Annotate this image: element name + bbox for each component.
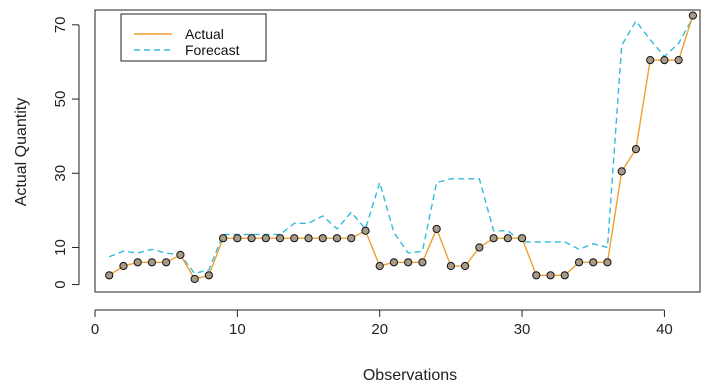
data-point-actual [147, 258, 157, 267]
data-point-actual [589, 258, 598, 267]
legend-label-actual: Actual [185, 26, 224, 42]
data-point-actual [361, 226, 370, 235]
data-point-actual [446, 261, 455, 271]
data-point-actual [219, 234, 228, 243]
x-tick-label: 40 [656, 321, 673, 338]
data-point-actual [574, 258, 584, 267]
data-point-actual [461, 261, 470, 271]
plot-frame [94, 9, 701, 293]
data-point-actual [560, 271, 569, 280]
data-point-actual [133, 258, 142, 267]
data-point-actual [204, 271, 213, 280]
data-point-actual [176, 250, 185, 259]
data-point-actual [546, 271, 555, 280]
data-point-actual [119, 261, 128, 271]
x-tick-label: 30 [514, 321, 531, 338]
data-point-actual [517, 234, 527, 243]
y-tick-label: 10 [52, 239, 69, 256]
legend-box [120, 13, 267, 62]
data-point-actual [275, 234, 285, 243]
data-point-actual [389, 258, 399, 267]
data-point-actual [631, 145, 641, 154]
data-point-actual [162, 258, 171, 267]
axes: 0 10 20 30 40 0 10 30 50 70 [52, 9, 701, 338]
data-point-actual [318, 234, 327, 243]
data-point-actual [347, 234, 356, 243]
data-point-actual [332, 234, 342, 243]
series-layer [105, 11, 697, 284]
data-point-actual [489, 234, 498, 243]
legend: Actual Forecast [120, 13, 267, 62]
y-tick-label: 0 [52, 280, 69, 288]
data-point-actual [646, 55, 655, 65]
y-tick-label: 50 [52, 91, 69, 108]
data-point-actual [674, 55, 683, 65]
data-point-actual [404, 258, 413, 267]
data-point-actual [290, 234, 299, 243]
data-point-actual [688, 11, 697, 20]
x-tick-label: 20 [371, 321, 388, 338]
x-tick-label: 0 [91, 321, 99, 338]
data-point-actual [532, 271, 541, 280]
data-point-actual [418, 258, 427, 267]
y-tick-label: 30 [52, 165, 69, 182]
data-point-actual [375, 261, 384, 271]
data-point-actual [190, 274, 199, 284]
data-point-actual [304, 234, 313, 243]
data-point-actual [261, 234, 270, 243]
data-point-actual [603, 258, 612, 267]
data-point-actual [105, 271, 114, 280]
data-point-actual [432, 224, 441, 234]
series-line-forecast [108, 17, 694, 275]
x-axis-title: Observations [363, 367, 457, 384]
data-point-actual [503, 234, 512, 243]
data-point-actual [617, 167, 626, 176]
data-point-actual [233, 234, 242, 243]
y-axis-title: Actual Quantity [13, 98, 30, 207]
legend-label-forecast: Forecast [185, 42, 240, 58]
data-point-actual [475, 243, 484, 252]
data-point-actual [247, 234, 256, 243]
x-tick-label: 10 [229, 321, 246, 338]
data-point-actual [660, 55, 669, 65]
y-tick-label: 70 [52, 16, 69, 33]
